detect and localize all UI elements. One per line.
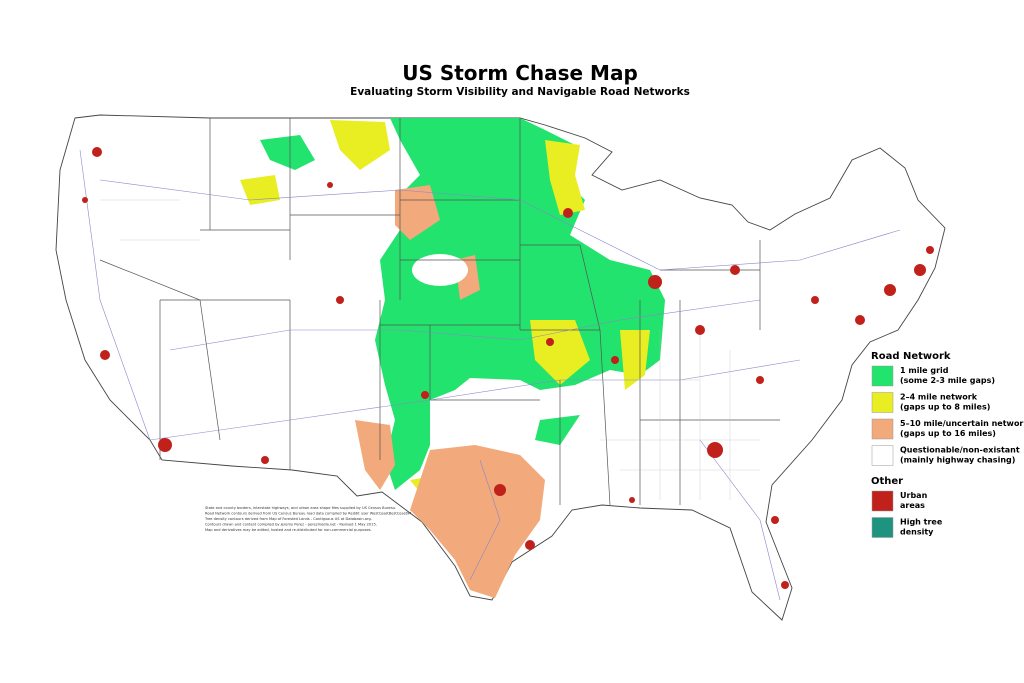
gap-area xyxy=(412,254,468,286)
legend-swatch xyxy=(871,392,894,413)
credit-line: Map and derivatives may be edited, hoste… xyxy=(205,528,372,532)
legend: Road Network 1 mile grid(some 2-3 mile ga… xyxy=(871,351,1024,538)
legend-swatch xyxy=(871,517,894,538)
legend-swatch xyxy=(871,445,894,466)
state-borders xyxy=(99,118,780,506)
legend-label: High tree xyxy=(900,518,943,527)
legend-label: (mainly highway chasing) xyxy=(900,456,1015,465)
legend-label: density xyxy=(900,528,934,537)
county-lines xyxy=(100,199,760,500)
legend-label: (gaps up to 16 miles) xyxy=(900,429,996,438)
legend-label: 2–4 mile network xyxy=(900,393,978,402)
legend-label: areas xyxy=(900,501,925,510)
legend-label: 5–10 mile/uncertain network xyxy=(900,419,1024,428)
credits: State and county borders, interstate hig… xyxy=(204,506,413,532)
legend-label: Urban xyxy=(900,491,928,500)
legend-heading: Road Network xyxy=(871,351,951,362)
legend-heading: Other xyxy=(871,476,903,487)
credit-line: Tree density contours derived from Map o… xyxy=(204,517,372,521)
legend-label: Questionable/non-existant xyxy=(900,446,1020,455)
legend-label: (some 2-3 mile gaps) xyxy=(900,376,995,385)
map xyxy=(55,114,946,621)
credit-line: State and county borders, interstate hig… xyxy=(205,506,396,510)
legend-swatch xyxy=(871,490,894,512)
legend-swatch xyxy=(871,365,894,387)
road-network-orange xyxy=(355,185,545,598)
legend-label: (gaps up to 8 miles) xyxy=(900,403,990,412)
urban-areas xyxy=(82,147,934,589)
credit-line: Contours drawn and content compiled by J… xyxy=(205,523,377,527)
subtitle: Evaluating Storm Visibility and Navigabl… xyxy=(350,86,690,98)
legend-swatch xyxy=(871,418,894,440)
legend-label: 1 mile grid xyxy=(900,366,949,375)
title: US Storm Chase Map xyxy=(402,61,638,85)
credit-line: Road Network contours derived from US Ce… xyxy=(205,512,413,516)
highways xyxy=(79,149,901,601)
